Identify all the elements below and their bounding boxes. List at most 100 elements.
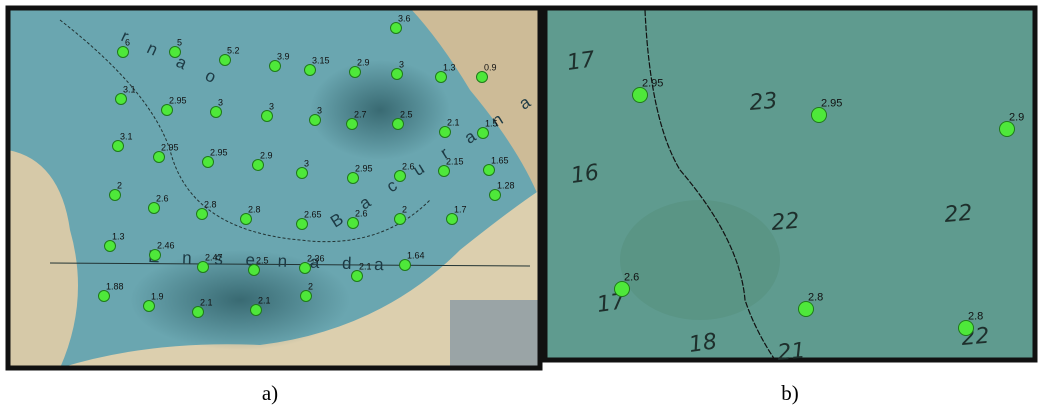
survey-point (105, 241, 116, 252)
point-depth-label: 2.9 (260, 151, 273, 161)
survey-point (170, 47, 181, 58)
survey-point (251, 305, 262, 316)
survey-point (440, 127, 451, 138)
point-depth-label: 3.6 (398, 14, 411, 24)
point-depth-label: 3 (317, 106, 322, 116)
point-depth-label: 1.3 (112, 232, 125, 242)
point-depth-label: 2.36 (307, 254, 325, 264)
survey-point (241, 214, 252, 225)
survey-point (393, 119, 404, 130)
depth-sounding: 16 (569, 160, 600, 189)
point-depth-label: 3 (269, 102, 274, 112)
survey-point (197, 209, 208, 220)
survey-point (447, 214, 458, 225)
point-depth-label: 2.5 (256, 256, 269, 266)
survey-point (352, 271, 363, 282)
point-depth-label: 2.1 (447, 118, 460, 128)
point-depth-label: 2.95 (821, 98, 842, 110)
point-depth-label: 2.6 (156, 194, 169, 204)
survey-point (348, 173, 359, 184)
point-depth-label: 0.9 (484, 63, 497, 73)
survey-point (391, 23, 402, 34)
caption: a) (262, 381, 278, 405)
survey-point (348, 218, 359, 229)
survey-point (220, 55, 231, 66)
point-depth-label: 3 (218, 98, 223, 108)
point-depth-label: 2 (117, 181, 122, 191)
page: {"panels": [ {"caption": "a)", "map_labe… (0, 0, 1039, 413)
figure: a)r n a oE n s e n a d aB a c u r a n a6… (0, 0, 1039, 413)
survey-point (262, 111, 273, 122)
depth-sounding: 22 (943, 201, 973, 228)
point-depth-label: 2.47 (205, 253, 223, 263)
point-depth-label: 2.46 (157, 241, 175, 251)
point-depth-label: 1.65 (491, 156, 509, 166)
point-depth-label: 2 (308, 282, 313, 292)
survey-point (484, 165, 495, 176)
point-depth-label: 2.8 (204, 200, 217, 210)
survey-point (436, 72, 447, 83)
survey-point (154, 152, 165, 163)
point-depth-label: 1.9 (151, 292, 164, 302)
point-depth-label: 6 (125, 38, 130, 48)
survey-point (203, 157, 214, 168)
point-depth-label: 2.95 (642, 78, 663, 90)
point-depth-label: 5.2 (227, 46, 240, 56)
survey-point (297, 219, 308, 230)
survey-point (633, 88, 648, 103)
point-depth-label: 2.95 (355, 164, 373, 174)
survey-point (249, 265, 260, 276)
depth-sounding: 18 (687, 329, 718, 358)
survey-point (490, 190, 501, 201)
point-depth-label: 2.6 (402, 162, 415, 172)
point-depth-label: 2.95 (210, 148, 228, 158)
depth-sounding: 23 (748, 89, 778, 116)
depth-sounding: 22 (770, 209, 800, 236)
point-depth-label: 2.1 (258, 296, 271, 306)
survey-point (439, 166, 450, 177)
point-depth-label: 2.6 (624, 272, 639, 284)
point-depth-label: 3.15 (312, 56, 330, 66)
point-depth-label: 2.15 (446, 157, 464, 167)
survey-point (395, 171, 406, 182)
survey-point (253, 160, 264, 171)
survey-point (270, 61, 281, 72)
point-depth-label: 2.1 (359, 262, 372, 272)
shade (310, 60, 450, 160)
survey-point (144, 301, 155, 312)
point-depth-label: 2.95 (169, 96, 187, 106)
survey-point (392, 69, 403, 80)
survey-point (812, 108, 827, 123)
survey-point (477, 72, 488, 83)
point-depth-label: 3 (399, 60, 404, 70)
survey-point (615, 282, 630, 297)
point-depth-label: 3 (304, 159, 309, 169)
survey-point (211, 107, 222, 118)
survey-point (198, 262, 209, 273)
survey-point (99, 291, 110, 302)
point-depth-label: 1.64 (407, 251, 425, 261)
point-depth-label: 2.95 (161, 143, 179, 153)
point-depth-label: 2.6 (355, 209, 368, 219)
survey-point (149, 203, 160, 214)
survey-point (310, 115, 321, 126)
survey-point (959, 321, 974, 336)
point-depth-label: 1.3 (443, 63, 456, 73)
survey-point (305, 65, 316, 76)
survey-point (395, 214, 406, 225)
survey-point (110, 190, 121, 201)
depth-sounding: 17 (565, 47, 596, 76)
point-depth-label: 1.7 (454, 205, 467, 215)
survey-point (400, 260, 411, 271)
survey-point (118, 47, 129, 58)
point-depth-label: 1.88 (106, 282, 124, 292)
point-depth-label: 3.1 (120, 132, 133, 142)
survey-point (301, 291, 312, 302)
point-depth-label: 2.1 (200, 298, 213, 308)
point-depth-label: 2.8 (968, 311, 983, 323)
depth-sounding: 21 (776, 339, 806, 366)
buildings (450, 300, 540, 368)
survey-point (193, 307, 204, 318)
point-depth-label: 2.5 (400, 110, 413, 120)
survey-point (162, 105, 173, 116)
